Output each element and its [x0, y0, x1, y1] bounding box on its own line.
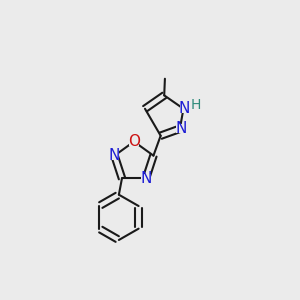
Bar: [180, 104, 190, 113]
Bar: [176, 124, 186, 133]
Text: O: O: [128, 134, 140, 149]
Text: H: H: [191, 98, 201, 112]
Bar: [129, 137, 139, 146]
Text: N: N: [176, 121, 187, 136]
Bar: [110, 151, 119, 160]
Bar: [191, 100, 201, 109]
Text: N: N: [109, 148, 120, 163]
Text: N: N: [140, 171, 152, 186]
Text: N: N: [179, 101, 190, 116]
Bar: [141, 174, 151, 183]
